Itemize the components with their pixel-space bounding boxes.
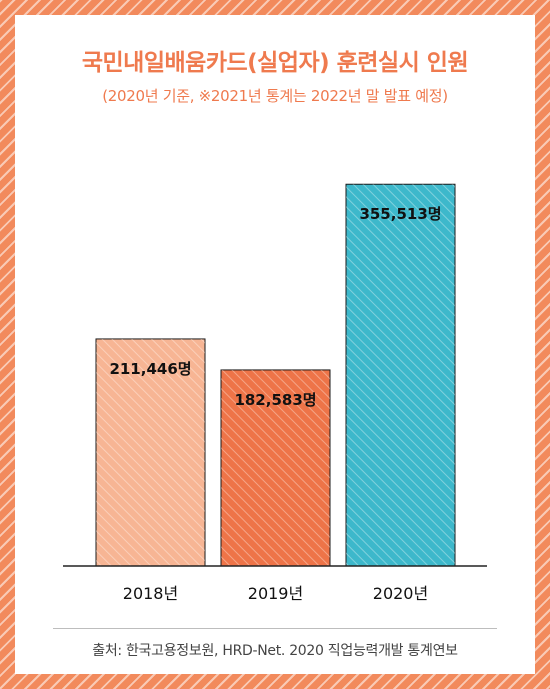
bar-hatch-2019 bbox=[221, 369, 330, 566]
category-label-2019: 2019년 bbox=[248, 584, 303, 603]
source-note: 출처: 한국고용정보원, HRD-Net. 2020 직업능력개발 통계연보 bbox=[92, 643, 458, 659]
bar-chart: 211,446명 2018년 182,583명 2019년 355,513명 2020년 bbox=[63, 183, 487, 603]
value-label-2020: 355,513명 bbox=[359, 205, 441, 223]
bar-hatch-2018 bbox=[96, 338, 205, 566]
chart-card: 국민내일배움카드(실업자) 훈련실시 인원 (2020년 기준, ※2021년 … bbox=[15, 15, 535, 674]
bar-hatch-2020 bbox=[346, 184, 455, 566]
value-label-2018: 211,446명 bbox=[109, 360, 191, 378]
category-label-2018: 2018년 bbox=[123, 584, 178, 603]
category-label-2020: 2020년 bbox=[373, 584, 428, 603]
chart-subtitle: (2020년 기준, ※2021년 통계는 2022년 말 발표 예정) bbox=[102, 87, 448, 105]
value-label-2019: 182,583명 bbox=[234, 391, 316, 409]
chart-title: 국민내일배움카드(실업자) 훈련실시 인원 bbox=[81, 50, 469, 76]
footer-divider bbox=[53, 628, 497, 629]
